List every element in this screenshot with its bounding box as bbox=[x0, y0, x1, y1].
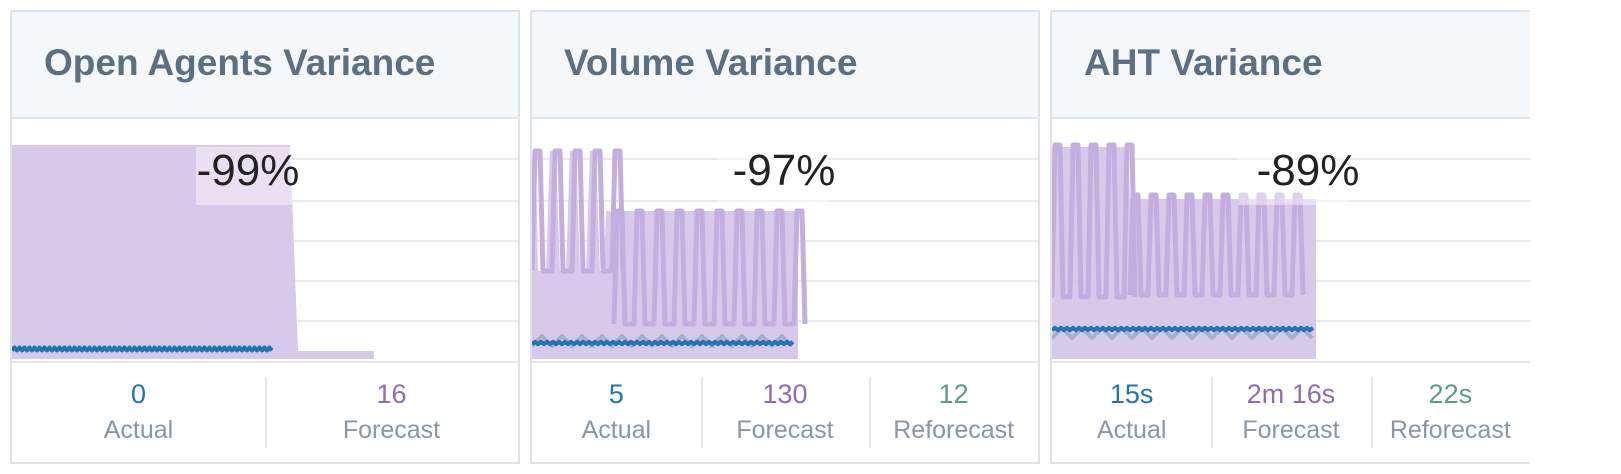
variance-chart: -97% bbox=[532, 119, 1038, 359]
stats-bar: 15s Actual 2m 16s Forecast 22s Reforecas… bbox=[1052, 361, 1530, 462]
stat-forecast-value: 16 bbox=[376, 379, 407, 409]
stat-actual: 15s Actual bbox=[1052, 363, 1211, 462]
open-agents-variance-card[interactable]: Open Agents Variance -99% 0 Actual 16 Fo… bbox=[10, 10, 520, 464]
variance-value: -89% bbox=[1257, 146, 1360, 195]
forecast-line bbox=[1052, 142, 1306, 300]
aht-variance-card[interactable]: AHT Variance -89% 15s Actual bbox=[1050, 10, 1530, 464]
stat-actual-label: Actual bbox=[1096, 416, 1167, 444]
forecast-area bbox=[12, 145, 374, 359]
actual-line bbox=[1052, 325, 1315, 333]
stat-forecast-label: Forecast bbox=[1242, 416, 1340, 444]
stat-forecast-label: Forecast bbox=[342, 416, 441, 444]
stats-bar: 0 Actual 16 Forecast bbox=[12, 361, 518, 462]
stat-reforecast-value: 22s bbox=[1428, 379, 1473, 409]
card-header: Volume Variance bbox=[532, 12, 1038, 119]
stat-reforecast-label: Reforecast bbox=[1389, 416, 1511, 444]
card-title: Open Agents Variance bbox=[44, 42, 436, 83]
stat-forecast-value: 2m 16s bbox=[1246, 379, 1336, 409]
stat-reforecast-label: Reforecast bbox=[893, 416, 1015, 444]
variance-badge-background bbox=[1238, 147, 1348, 205]
card-title: AHT Variance bbox=[1084, 42, 1323, 83]
stats-bar: 5 Actual 130 Forecast 12 Reforecast bbox=[532, 361, 1038, 462]
variance-badge-background bbox=[718, 147, 828, 205]
stat-forecast: 2m 16s Forecast bbox=[1211, 363, 1370, 462]
variance-chart: -89% bbox=[1052, 119, 1530, 359]
stat-actual: 0 Actual bbox=[12, 363, 265, 462]
forecast-line bbox=[532, 148, 808, 327]
stat-forecast: 130 Forecast bbox=[700, 363, 870, 462]
stat-forecast-label: Forecast bbox=[736, 416, 834, 444]
variance-value: -97% bbox=[733, 146, 836, 195]
stat-forecast-value: 130 bbox=[762, 379, 808, 409]
actual-line bbox=[532, 339, 795, 347]
stat-reforecast: 22s Reforecast bbox=[1370, 363, 1530, 462]
actual-line bbox=[12, 345, 274, 353]
volume-variance-card[interactable]: Volume Variance -97% 5 Actual bbox=[530, 10, 1040, 464]
stat-actual-value: 5 bbox=[608, 379, 624, 409]
variance-value: -99% bbox=[197, 146, 300, 195]
stat-forecast: 16 Forecast bbox=[265, 363, 518, 462]
stat-actual-label: Actual bbox=[103, 416, 174, 444]
variance-badge-background bbox=[196, 147, 292, 205]
stat-actual-value: 15s bbox=[1109, 379, 1154, 409]
stat-actual: 5 Actual bbox=[532, 363, 701, 462]
stat-actual-label: Actual bbox=[581, 416, 652, 444]
card-header: AHT Variance bbox=[1052, 12, 1530, 119]
stat-reforecast: 12 Reforecast bbox=[869, 363, 1038, 462]
stat-actual-value: 0 bbox=[130, 379, 147, 409]
stat-reforecast-value: 12 bbox=[938, 379, 969, 409]
card-title: Volume Variance bbox=[564, 42, 858, 83]
variance-chart: -99% bbox=[12, 119, 518, 359]
card-header: Open Agents Variance bbox=[12, 12, 518, 119]
